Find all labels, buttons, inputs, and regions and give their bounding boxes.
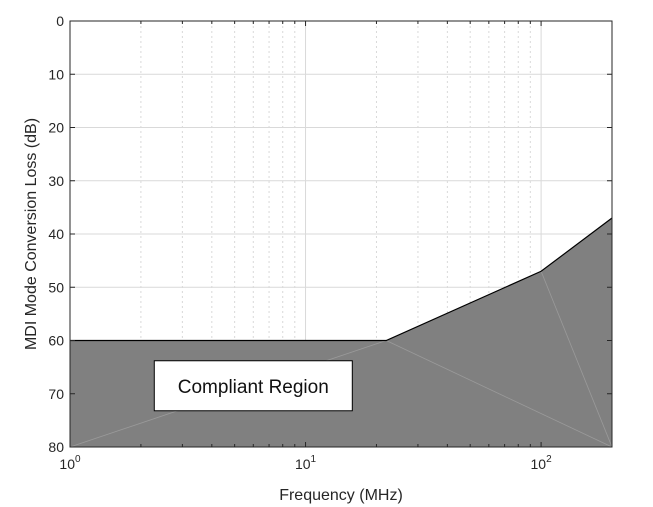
x-tick-exponent: 0 xyxy=(75,454,81,465)
y-tick-label: 20 xyxy=(48,120,64,136)
x-axis-label: Frequency (MHz) xyxy=(279,487,403,504)
y-tick-label: 30 xyxy=(48,173,64,189)
mesh-line xyxy=(386,340,613,448)
annotations: Compliant Region xyxy=(153,360,353,412)
x-tick-label: 102 xyxy=(531,454,553,472)
y-tick-label: 50 xyxy=(48,279,64,295)
y-tick-label: 70 xyxy=(48,386,64,402)
y-axis-label: MDI Mode Conversion Loss (dB) xyxy=(23,118,40,350)
limit-line xyxy=(70,217,613,342)
y-tick-label: 0 xyxy=(56,13,64,29)
y-tick-label: 10 xyxy=(48,66,64,82)
x-tick-base: 10 xyxy=(295,456,311,472)
y-tick-label: 80 xyxy=(48,439,64,455)
y-tick-label: 60 xyxy=(48,333,64,349)
y-tick-label: 40 xyxy=(48,226,64,242)
annotation-box xyxy=(153,360,353,412)
annotation-label: Compliant Region xyxy=(178,377,329,398)
x-tick-base: 10 xyxy=(531,456,547,472)
x-tick-label: 101 xyxy=(295,454,317,472)
x-tick-exponent: 1 xyxy=(311,454,317,465)
x-tick-exponent: 2 xyxy=(546,454,552,465)
mesh-line xyxy=(540,271,613,448)
x-tick-label: 100 xyxy=(59,454,81,472)
x-tick-base: 10 xyxy=(59,456,75,472)
